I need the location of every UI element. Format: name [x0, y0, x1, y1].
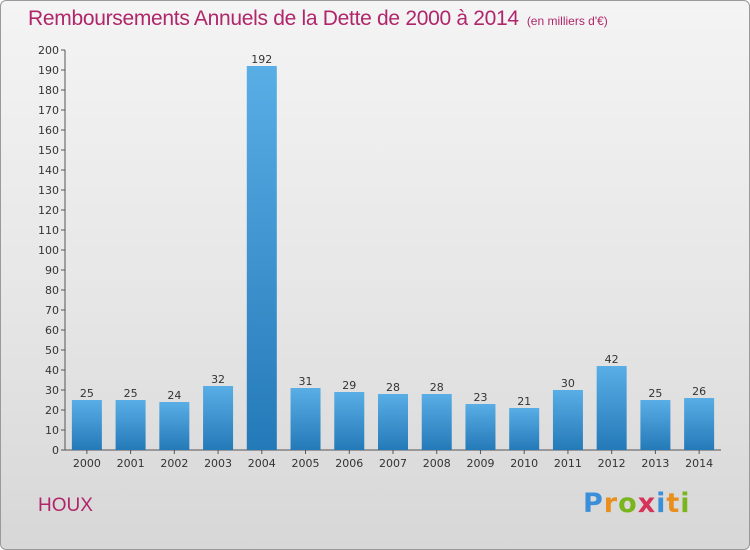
- bar-value-label: 21: [517, 395, 531, 408]
- bar: [290, 388, 321, 450]
- bar: [552, 390, 583, 450]
- y-axis: 0 10 20 30 40 50 60 70 80 90 100 110 120 130 140 150 160…: [38, 44, 66, 457]
- bar-value-label: 26: [692, 385, 706, 398]
- logo-letter: i: [656, 488, 667, 519]
- y-tick-label: 80: [45, 284, 59, 297]
- y-tick-label: 140: [38, 164, 59, 177]
- bar: [203, 386, 234, 450]
- logo-letter: t: [666, 488, 681, 519]
- y-tick-label: 190: [38, 64, 59, 77]
- bar-value-label: 28: [386, 381, 400, 394]
- bar: [159, 402, 190, 450]
- bar: [684, 398, 715, 450]
- x-tick-label: 2008: [423, 457, 451, 470]
- bar: [334, 392, 365, 450]
- y-tick-label: 160: [38, 124, 59, 137]
- y-tick-label: 130: [38, 184, 59, 197]
- commune-name: HOUX: [38, 495, 93, 516]
- bar: [115, 400, 146, 450]
- bars: 25 25 24 32 192 31 29 28 28 23 21 30 42 25 26: [71, 53, 715, 450]
- bar-value-label: 29: [342, 379, 356, 392]
- x-tick-label: 2001: [117, 457, 145, 470]
- bar-value-label: 23: [473, 391, 487, 404]
- logo-letter: o: [618, 488, 638, 519]
- title-text: Remboursements Annuels de la Dette de 20…: [28, 7, 519, 30]
- y-tick-label: 150: [38, 144, 59, 157]
- y-tick-label: 40: [45, 364, 59, 377]
- y-tick-label: 100: [38, 244, 59, 257]
- chart-subtitle: (en milliers d'€): [526, 14, 608, 28]
- bar-value-label: 25: [648, 387, 662, 400]
- y-tick-label: 170: [38, 104, 59, 117]
- y-tick-label: 20: [45, 404, 59, 417]
- bar: [465, 404, 496, 450]
- bar-value-label: 25: [80, 387, 94, 400]
- y-tick-label: 110: [38, 224, 59, 237]
- y-tick-label: 200: [38, 44, 59, 57]
- y-tick-label: 10: [45, 424, 59, 437]
- bar-value-label: 30: [561, 377, 575, 390]
- y-tick-label: 120: [38, 204, 59, 217]
- x-tick-label: 2007: [379, 457, 407, 470]
- bar: [378, 394, 408, 450]
- bar-value-label: 32: [211, 373, 225, 386]
- x-tick-label: 2013: [641, 457, 669, 470]
- x-tick-label: 2004: [248, 457, 276, 470]
- x-tick-label: 2011: [554, 457, 582, 470]
- bar: [71, 400, 102, 450]
- bar-value-label: 192: [251, 53, 272, 66]
- bar: [421, 394, 452, 450]
- bar-value-label: 24: [167, 389, 181, 402]
- logo-letter: P: [583, 488, 604, 519]
- y-tick-label: 0: [52, 444, 59, 457]
- bar-value-label: 31: [299, 375, 313, 388]
- x-tick-label: 2014: [685, 457, 713, 470]
- y-tick-label: 60: [45, 324, 59, 337]
- y-tick-label: 90: [45, 264, 59, 277]
- proxiti-logo[interactable]: Proxiti: [583, 488, 691, 519]
- chart-title: Remboursements Annuels de la Dette de 20…: [28, 7, 608, 31]
- bar: [596, 366, 627, 450]
- x-tick-label: 2000: [73, 457, 101, 470]
- bar: [246, 66, 277, 450]
- x-tick-label: 2005: [292, 457, 320, 470]
- x-axis: 2000 2001 2002 2003 2004 2005 2006 2007 2008 2009…: [65, 449, 721, 470]
- x-tick-label: 2002: [160, 457, 188, 470]
- logo-letter: r: [603, 488, 619, 519]
- bar-value-label: 42: [605, 353, 619, 366]
- y-tick-label: 180: [38, 84, 59, 97]
- logo-letter: i: [680, 488, 691, 519]
- x-tick-label: 2009: [466, 457, 494, 470]
- bar-value-label: 28: [430, 381, 444, 394]
- bar: [509, 408, 540, 450]
- x-tick-label: 2010: [510, 457, 538, 470]
- x-tick-label: 2003: [204, 457, 232, 470]
- y-tick-label: 70: [45, 304, 59, 317]
- bar: [640, 400, 671, 450]
- bar-value-label: 25: [124, 387, 138, 400]
- logo-letter: x: [637, 488, 657, 519]
- x-tick-label: 2012: [598, 457, 626, 470]
- y-tick-label: 30: [45, 384, 59, 397]
- y-tick-label: 50: [45, 344, 59, 357]
- x-tick-label: 2006: [335, 457, 363, 470]
